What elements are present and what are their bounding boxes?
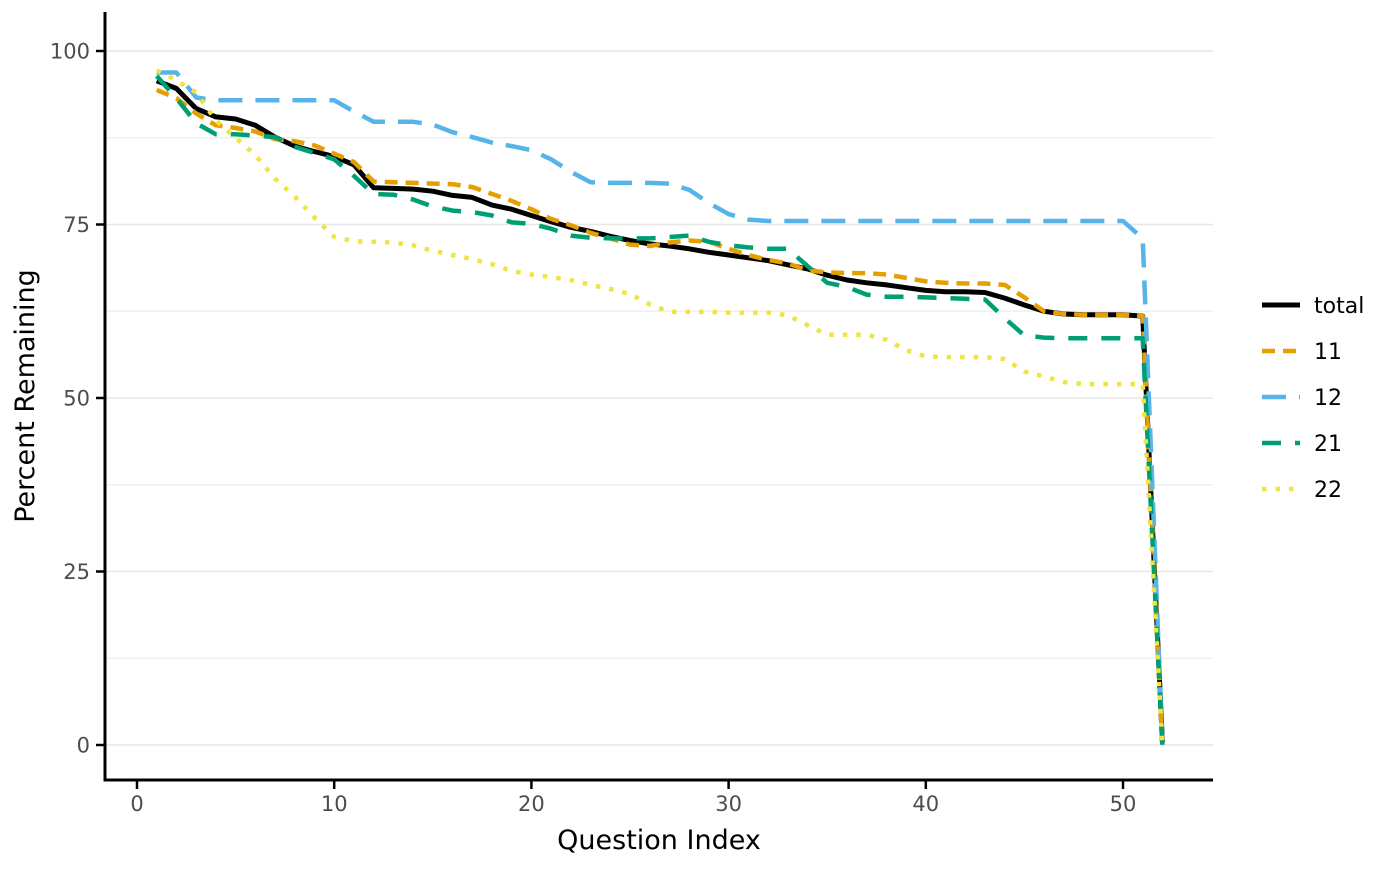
legend-label-total: total: [1314, 294, 1364, 319]
legend-label-12: 12: [1314, 386, 1342, 411]
x-tick-label: 30: [715, 792, 742, 816]
y-tick-label: 100: [50, 40, 90, 64]
x-tick-label: 10: [321, 792, 348, 816]
x-axis-title: Question Index: [557, 825, 761, 856]
y-tick-label: 25: [63, 560, 90, 584]
x-tick-label: 50: [1110, 792, 1137, 816]
x-tick-label: 20: [518, 792, 545, 816]
legend: total 11 12 21 22: [1262, 294, 1364, 503]
y-tick-label: 0: [77, 734, 90, 758]
y-tick-label: 50: [63, 387, 90, 411]
legend-label-22: 22: [1314, 478, 1342, 503]
legend-label-11: 11: [1314, 340, 1342, 365]
series-line-12: [156, 70, 1165, 746]
series-line-11: [155, 87, 1165, 746]
x-tick-label: 40: [912, 792, 939, 816]
gridlines: [105, 50, 1213, 746]
y-axis-title: Percent Remaining: [10, 269, 41, 523]
x-tick-label: 0: [130, 792, 143, 816]
y-tick-label: 75: [63, 213, 90, 237]
series-line-22: [155, 68, 1165, 746]
series-line-21: [155, 74, 1165, 746]
legend-label-21: 21: [1314, 432, 1342, 457]
axis-ticks: 0 10 20 30 40 50 0 25 50 75 100: [50, 40, 1136, 817]
series-lines: [155, 68, 1165, 746]
